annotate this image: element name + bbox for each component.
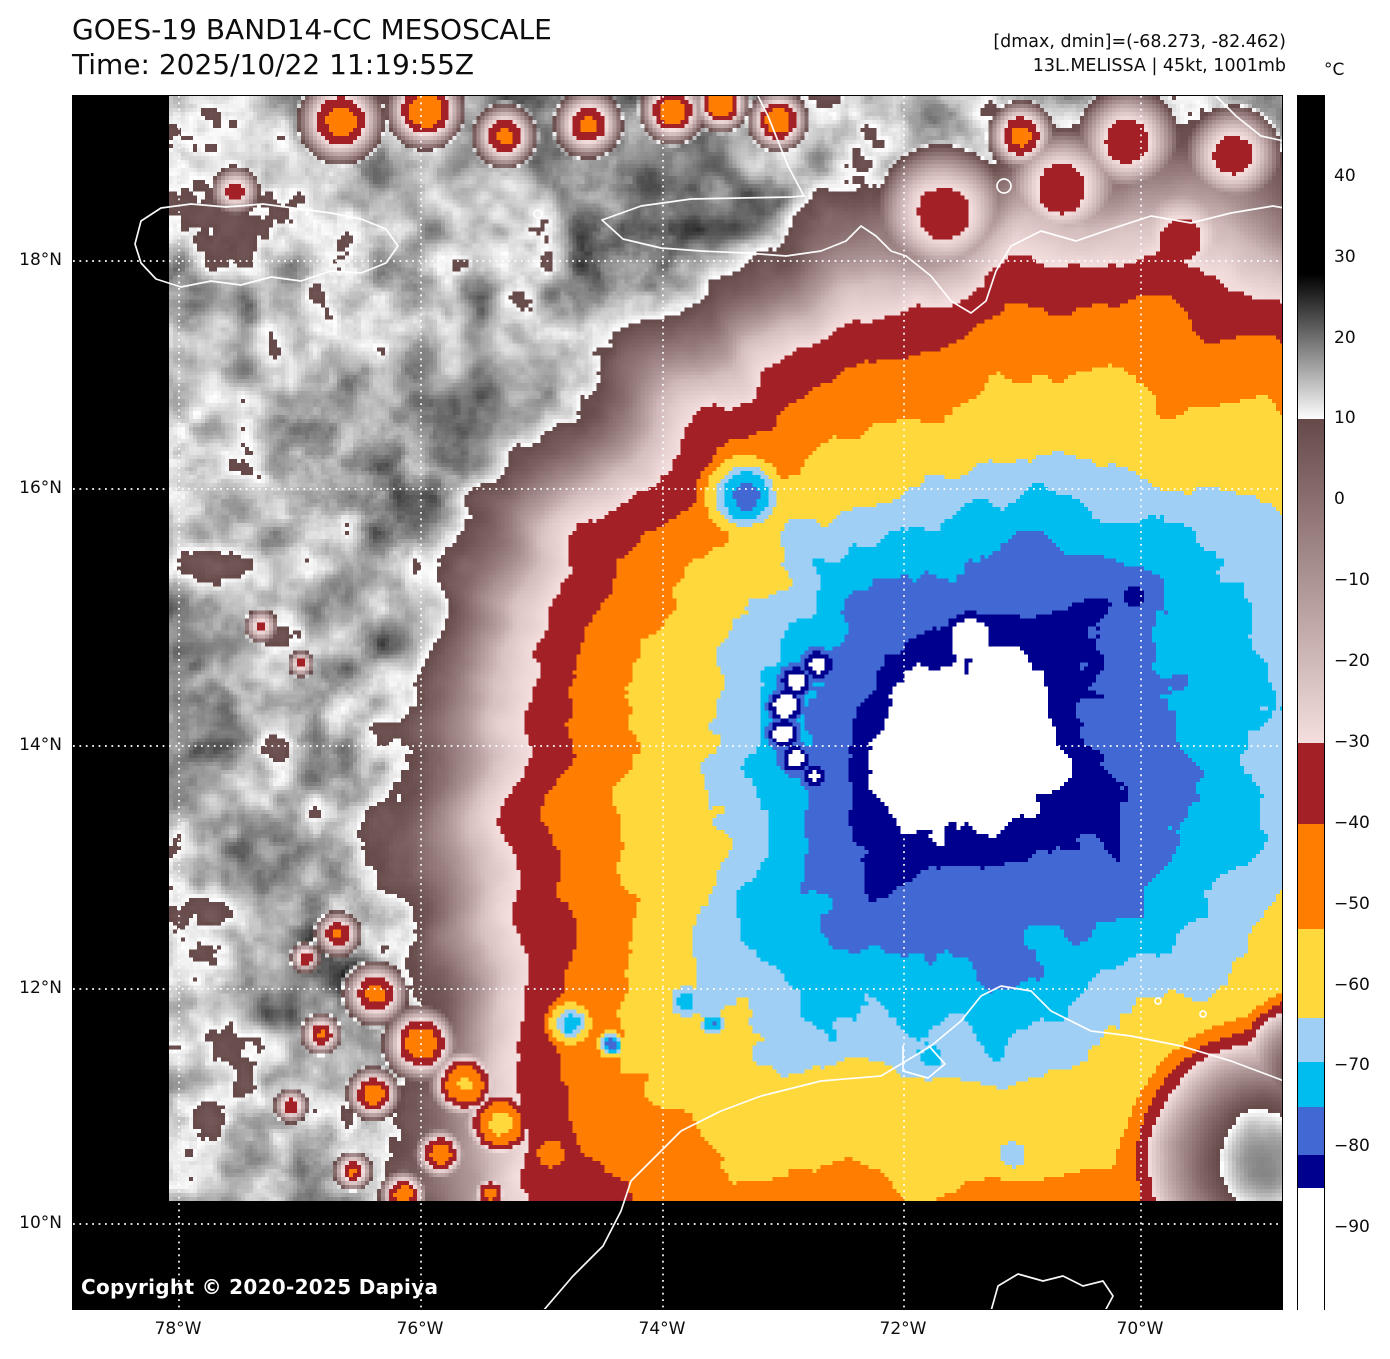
lon-tick-label: 78°W: [154, 1319, 202, 1339]
coastline-hispaniola-northeast: [1215, 96, 1282, 142]
colorbar-tick-label: 0: [1334, 489, 1345, 510]
lon-tick-label: 74°W: [638, 1319, 686, 1339]
copyright-label: Copyright © 2020-2025 Dapiya: [81, 1275, 439, 1299]
dmax-dmin-label: [dmax, dmin]=(-68.273, -82.462): [993, 32, 1286, 52]
island-gonave: [996, 178, 1012, 194]
colorbar-tick-label: −80: [1334, 1136, 1370, 1157]
temperature-colorbar: [1297, 95, 1325, 1310]
satellite-ir-canvas: [169, 96, 1282, 1201]
colorbar-segment: [1298, 928, 1324, 1019]
timestamp-label: Time: 2025/10/22 11:19:55Z: [72, 48, 475, 81]
map-overlay: [73, 96, 1282, 1309]
colorbar-tick-label: −90: [1334, 1217, 1370, 1238]
coastline-haiti-gulf: [757, 96, 805, 197]
colorbar-segment: [1298, 1062, 1324, 1108]
coastline-maracaibo: [990, 1273, 1114, 1309]
lon-tick-label: 76°W: [396, 1319, 444, 1339]
colorbar-tick-label: −60: [1334, 974, 1370, 995]
coastline-south-america: [543, 985, 1282, 1309]
colorbar-segment: [1298, 1106, 1324, 1156]
lat-tick-label: 12°N: [19, 978, 62, 998]
colorbar-tick-label: 40: [1334, 165, 1356, 186]
lat-tick-label: 14°N: [19, 735, 62, 755]
colorbar-segment: [1298, 1187, 1324, 1310]
coastline-hispaniola-south: [845, 205, 1282, 314]
title-block: GOES-19 BAND14-CC MESOSCALE Time: 2025/1…: [72, 12, 552, 82]
lon-tick-label: 70°W: [1116, 1319, 1164, 1339]
colorbar-segment: [1298, 1155, 1324, 1189]
colorbar-tick-label: −40: [1334, 812, 1370, 833]
satellite-map: Copyright © 2020-2025 Dapiya: [72, 95, 1283, 1310]
colorbar-unit-label: °C: [1324, 60, 1345, 80]
colorbar-tick-label: −50: [1334, 893, 1370, 914]
storm-info-label: 13L.MELISSA | 45kt, 1001mb: [1032, 56, 1286, 76]
lat-tick-label: 16°N: [19, 478, 62, 498]
colorbar-segment: [1298, 1017, 1324, 1063]
colorbar-tick-label: 10: [1334, 408, 1356, 429]
colorbar-tick-label: −10: [1334, 570, 1370, 591]
page-title: GOES-19 BAND14-CC MESOSCALE: [72, 13, 552, 46]
lat-tick-label: 10°N: [19, 1213, 62, 1233]
colorbar-segment: [1298, 96, 1324, 275]
info-block: [dmax, dmin]=(-68.273, -82.462) 13L.MELI…: [993, 30, 1286, 78]
colorbar-segment: [1298, 273, 1324, 420]
colorbar-tick-label: 30: [1334, 246, 1356, 267]
island-curacao: [1199, 1010, 1207, 1018]
colorbar-segment: [1298, 419, 1324, 744]
coastline-santa-marta: [902, 1045, 946, 1079]
lon-tick-label: 72°W: [879, 1319, 927, 1339]
colorbar-tick-label: −30: [1334, 731, 1370, 752]
island-navassa: [533, 209, 543, 219]
colorbar-tick-label: −20: [1334, 651, 1370, 672]
coastline-jamaica: [134, 203, 399, 288]
colorbar-segment: [1298, 823, 1324, 930]
island-aruba: [1154, 997, 1162, 1005]
lat-tick-label: 18°N: [19, 250, 62, 270]
colorbar-tick-label: −70: [1334, 1055, 1370, 1076]
colorbar-tick-label: 20: [1334, 327, 1356, 348]
graticule-gridlines: [73, 96, 1282, 1309]
colorbar-segment: [1298, 742, 1324, 825]
coastline-haiti-tiburon: [601, 195, 847, 257]
